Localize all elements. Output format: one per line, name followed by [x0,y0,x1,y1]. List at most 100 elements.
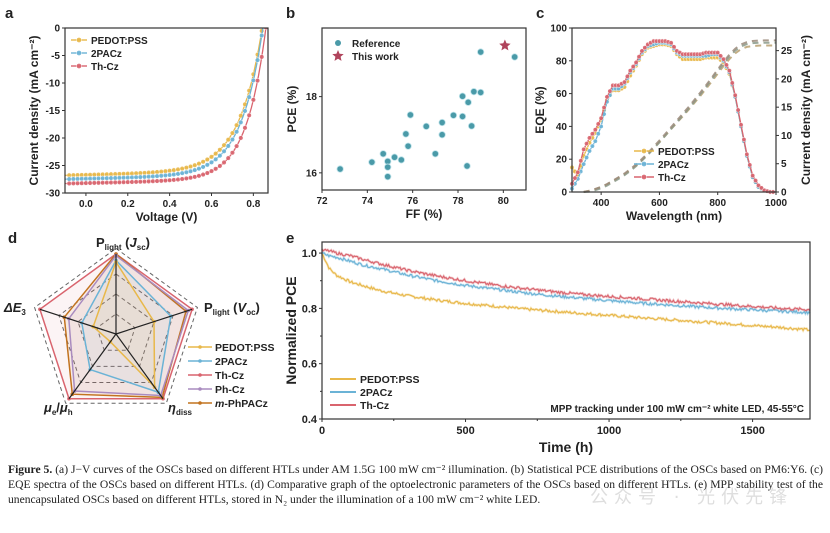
data-point [724,62,729,68]
data-point [66,180,72,187]
radar-axis-label: Plight (Jsc) [96,235,150,252]
data-point [213,156,219,162]
data-point [183,175,189,181]
panel-label-a: a [5,5,14,22]
data-point [641,161,647,167]
data-point [379,150,387,158]
data-point [158,169,164,175]
data-point [470,88,478,96]
data-point [584,155,590,161]
data-point [221,142,227,148]
data-point [154,178,160,184]
data-point [100,175,106,181]
data-point [604,94,610,100]
data-point [578,158,584,164]
data-point [607,88,613,94]
x-tick-label: 74 [362,196,374,207]
data-point [171,171,177,178]
data-point [242,125,248,131]
data-point [732,92,738,98]
data-point [83,176,89,182]
x-tick-label: 0.8 [246,199,260,210]
data-point [572,175,578,181]
y-axis-label-a: Current density (mA cm⁻²) [27,36,41,186]
data-point [336,165,344,173]
data-point [630,64,636,69]
data-point [179,166,185,172]
data-point [146,174,152,180]
legend-label: PEDOT:PSS [658,147,715,158]
radar-grid [96,313,136,351]
data-point [595,131,601,137]
data-point [587,148,592,154]
data-point [627,68,633,74]
legend-label: Reference [352,39,401,50]
data-point [229,150,235,156]
data-point [217,153,223,159]
series-line-Th-Cz [321,248,811,312]
data-point [83,180,89,186]
data-point [179,170,185,176]
data-point [217,163,223,169]
legend-marker [198,373,202,377]
data-point-star [499,39,511,51]
series-line-PEDOT:PSS [321,252,811,332]
x-axis-label-e: Time (h) [539,439,593,455]
radar-series-m-PhPACz [63,252,187,399]
data-point [242,108,248,114]
data-point [116,175,122,181]
legend-label: Th-Cz [91,62,119,73]
data-point [162,178,169,184]
data-point [121,175,127,181]
data-point [141,174,148,180]
data-point [449,111,458,119]
x-tick-label: 0.2 [121,199,135,210]
data-point [431,150,439,158]
y2-tick-label: 5 [781,159,787,170]
data-point [100,180,106,186]
panel-label-c: c [536,5,544,22]
x-tick-label: 1000 [765,198,788,209]
radar-axis [115,333,164,400]
panel-label-b: b [286,5,295,22]
plot-frame-c [571,27,777,193]
data-point [715,50,721,56]
x-tick-label: 76 [407,196,419,207]
y-tick-label: 0 [54,24,60,35]
data-point [246,94,252,100]
legend-label: PEDOT:PSS [360,374,420,386]
data-point [192,162,198,168]
legend-label: Th-Cz [658,173,686,184]
data-point [584,141,590,147]
data-point [589,131,595,137]
data-point [171,167,177,173]
plot-frame-e [321,241,811,420]
data-point [188,164,194,170]
legend-label: Ph-Cz [215,384,245,396]
data-point [208,159,215,165]
data-point [108,175,114,181]
data-point [79,176,85,182]
y-tick-label: -5 [51,51,60,62]
data-point [162,172,169,178]
legend-label: This work [352,52,399,63]
panel-a: a 0.0 0.2 0.4 0.6 0.8 0 -5 -10 -15 -20 -25 -30 Voltag… [5,5,269,224]
x-axis-label-b: FF (%) [406,207,443,221]
series-line-2PACz [321,251,811,315]
data-point [221,148,227,154]
data-point [204,170,210,176]
data-point [254,78,261,84]
data-point [721,56,726,62]
data-point [747,162,753,168]
data-point [422,122,430,130]
radar-axis [39,308,117,335]
y2-tick-label: 0 [781,188,787,199]
data-point [158,173,164,179]
data-point [75,176,81,182]
data-point [137,174,143,180]
series-line-PEDOT:PSS [65,28,263,176]
caption-text: (a) J−V curves of the OSCs based on diff… [8,463,823,507]
data-point [581,146,587,152]
legend-label: Th-Cz [215,370,244,382]
